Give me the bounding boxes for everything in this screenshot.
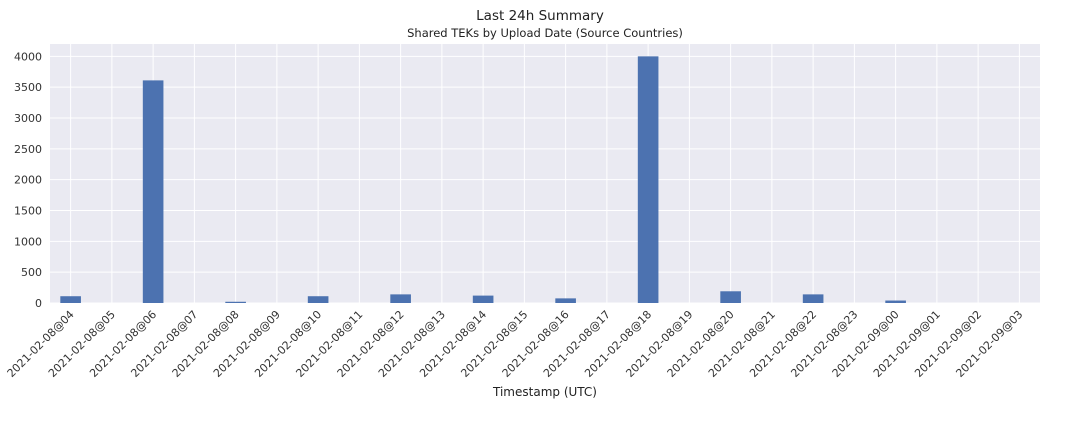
bar-2021-02-08@22 (802, 294, 824, 303)
y-tick-label: 1000 (14, 235, 42, 248)
bar-2021-02-08@06 (142, 80, 164, 303)
bar-2021-02-08@04 (60, 296, 81, 303)
y-tick-label: 0 (35, 297, 42, 310)
y-tick-label: 3000 (14, 112, 42, 125)
y-tick-label: 2000 (14, 174, 42, 187)
x-tick-label: 2021-02-08@04 (5, 308, 77, 380)
bar-2021-02-08@12 (390, 294, 411, 303)
y-tick-label: 1500 (14, 205, 42, 218)
plot-area (50, 44, 1040, 303)
y-tick-label: 500 (21, 266, 42, 279)
bar-2021-02-08@18 (637, 56, 659, 304)
bar-2021-02-09@00 (885, 300, 906, 303)
bar-2021-02-08@20 (720, 291, 741, 303)
bar-2021-02-08@10 (307, 296, 329, 303)
x-axis-ticks: 2021-02-08@042021-02-08@052021-02-08@062… (5, 308, 1026, 380)
y-tick-label: 2500 (14, 143, 42, 156)
y-tick-label: 3500 (14, 81, 42, 94)
chart-subtitle: Shared TEKs by Upload Date (Source Count… (407, 26, 683, 40)
y-tick-label: 4000 (14, 50, 42, 63)
x-axis-label: Timestamp (UTC) (492, 385, 597, 399)
bar-2021-02-08@16 (555, 298, 576, 303)
y-axis-ticks: 0 500 1000 1500 2000 2500 3000 3500 4000 (14, 50, 42, 310)
bars (60, 56, 906, 304)
chart-title: Last 24h Summary (476, 8, 604, 24)
bar-2021-02-08@14 (472, 295, 494, 303)
bar-2021-02-08@08 (225, 301, 246, 303)
